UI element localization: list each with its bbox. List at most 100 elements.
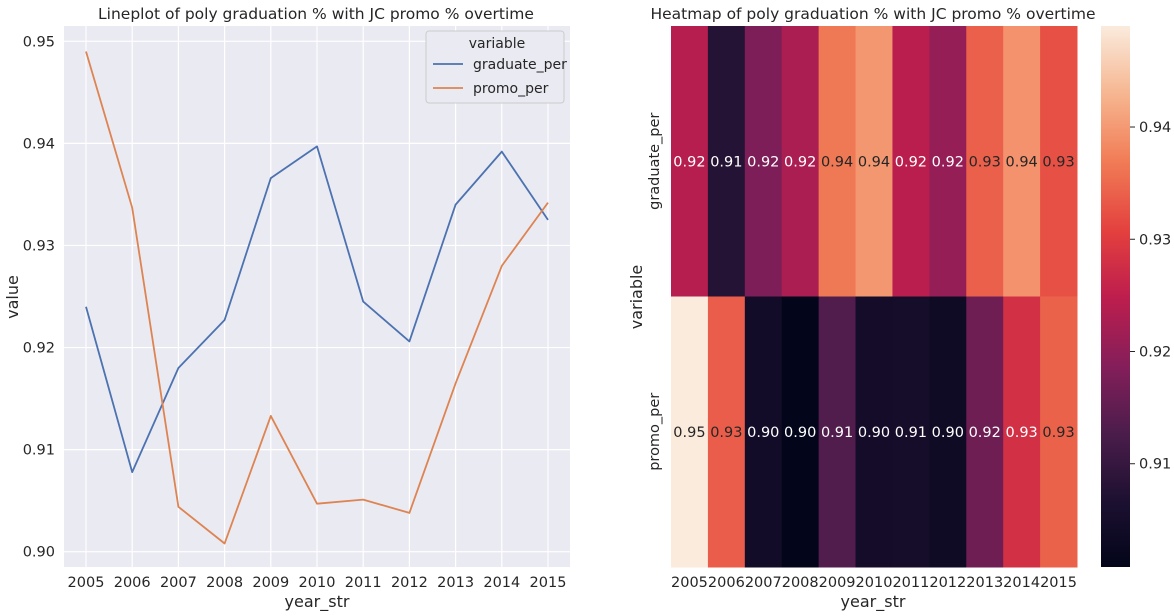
heatmap-x-tick: 2014	[1003, 575, 1040, 591]
heatmap-cell-label: 0.91	[821, 425, 853, 441]
heatmap-cell-label: 0.94	[821, 154, 853, 170]
heatmap-cell-label: 0.92	[969, 425, 1001, 441]
heatmap-title: Heatmap of poly graduation % with JC pro…	[650, 5, 1095, 23]
heatmap-cell-label: 0.93	[969, 154, 1001, 170]
colorbar-tick-label: 0.93	[1139, 232, 1171, 248]
heatmap-x-tick: 2009	[819, 575, 856, 591]
heatmap-cell	[966, 26, 1004, 297]
heatmap-x-tick: 2008	[782, 575, 819, 591]
lineplot-x-tick: 2007	[160, 575, 197, 591]
heatmap-cell	[1040, 296, 1078, 568]
heatmap-cell	[855, 26, 893, 297]
heatmap-cell	[707, 296, 746, 568]
lineplot-x-tick: 2015	[530, 575, 567, 591]
heatmap-cells: 0.92 0.91 0.92 0.92 0.94 0.94 0.92 0.92 0.93 0.94…	[671, 26, 1078, 568]
heatmap-cell	[671, 296, 709, 568]
lineplot-x-tick: 2010	[299, 575, 336, 591]
lineplot-x-tick: 2006	[114, 575, 151, 591]
heatmap-cell	[781, 296, 820, 568]
heatmap-cell	[744, 26, 783, 297]
legend-title: variable	[469, 36, 525, 52]
colorbar-tick-labels: 0.91 0.92 0.93 0.94	[1130, 120, 1171, 473]
heatmap-x-tick: 2005	[671, 575, 708, 591]
lineplot-y-tick: 0.91	[23, 443, 55, 459]
heatmap-cell-label: 0.95	[673, 425, 705, 441]
lineplot-title: Lineplot of poly graduation % with JC pr…	[98, 5, 534, 23]
heatmap-y-tick: graduate_per	[647, 113, 663, 210]
lineplot-legend: variable graduate_per promo_per	[425, 30, 567, 104]
heatmap-x-tick: 2010	[856, 575, 893, 591]
lineplot-x-tick: 2005	[68, 575, 105, 591]
lineplot-series	[85, 51, 549, 545]
legend-box	[425, 30, 565, 104]
heatmap-cell-label: 0.94	[1005, 154, 1037, 170]
heatmap-cell-label: 0.93	[1005, 425, 1037, 441]
lineplot-y-tick: 0.93	[23, 238, 55, 254]
heatmap: Heatmap of poly graduation % with JC pro…	[627, 5, 1171, 612]
heatmap-cell	[744, 296, 783, 568]
heatmap-cell	[671, 26, 709, 297]
heatmap-cell	[1040, 26, 1078, 297]
heatmap-cell-label: 0.90	[747, 425, 779, 441]
lineplot-x-tick-labels: 2005 2006 2007 2008 2009 2010 2011 2012 2013 2014…	[68, 575, 567, 591]
lineplot-x-tick: 2008	[206, 575, 243, 591]
heatmap-cell	[929, 296, 967, 568]
heatmap-cell-label: 0.92	[895, 154, 927, 170]
heatmap-cell	[892, 26, 930, 297]
heatmap-cell	[892, 296, 930, 568]
lineplot-y-tick: 0.90	[23, 545, 55, 561]
heatmap-x-tick: 2006	[708, 575, 745, 591]
heatmap-cell-label: 0.92	[932, 154, 964, 170]
heatmap-cell	[1003, 26, 1041, 297]
lineplot-x-tick: 2009	[252, 575, 289, 591]
colorbar-tick-label: 0.92	[1139, 344, 1171, 360]
lineplot-x-axis-label: year_str	[285, 592, 350, 612]
heatmap-cell-label: 0.90	[932, 425, 964, 441]
heatmap-cell-label: 0.93	[1042, 425, 1074, 441]
heatmap-cell	[1003, 296, 1041, 568]
heatmap-cell-label: 0.92	[784, 154, 816, 170]
colorbar	[1101, 26, 1130, 567]
lineplot-y-axis-label: value	[3, 275, 22, 319]
lineplot-y-tick: 0.95	[23, 34, 55, 50]
lineplot-x-tick: 2014	[483, 575, 520, 591]
heatmap-cell-label: 0.90	[784, 425, 816, 441]
legend-label-promo-per: promo_per	[473, 81, 549, 97]
lineplot-y-tick: 0.94	[23, 136, 55, 152]
lineplot-y-tick: 0.92	[23, 341, 55, 357]
heatmap-x-tick-labels: 2005 2006 2007 2008 2009 2010 2011 2012 2013 2014…	[671, 575, 1077, 591]
lineplot-grid	[64, 26, 570, 567]
heatmap-cell	[818, 26, 857, 297]
heatmap-x-tick: 2012	[929, 575, 966, 591]
lineplot-x-tick: 2013	[437, 575, 474, 591]
heatmap-cell	[818, 296, 857, 568]
heatmap-cell-label: 0.93	[1042, 154, 1074, 170]
heatmap-cell-label: 0.91	[710, 154, 742, 170]
heatmap-cell	[966, 296, 1004, 568]
heatmap-cell-label: 0.93	[710, 425, 742, 441]
heatmap-cell-label: 0.94	[858, 154, 890, 170]
lineplot-x-tick: 2011	[345, 575, 382, 591]
legend-label-graduate-per: graduate_per	[473, 57, 567, 73]
heatmap-x-axis-label: year_str	[841, 592, 906, 612]
colorbar-tick-label: 0.94	[1139, 120, 1171, 136]
heatmap-x-tick: 2015	[1040, 575, 1077, 591]
heatmap-y-axis-label: variable	[627, 265, 646, 330]
lineplot-x-tick: 2012	[391, 575, 428, 591]
heatmap-cell	[855, 296, 893, 568]
heatmap-cell-label: 0.92	[747, 154, 779, 170]
heatmap-cell-label: 0.92	[673, 154, 705, 170]
heatmap-cell-label: 0.91	[895, 425, 927, 441]
heatmap-y-tick: promo_per	[647, 393, 663, 471]
heatmap-cell	[929, 26, 967, 297]
heatmap-x-tick: 2007	[745, 575, 782, 591]
heatmap-cell	[781, 26, 820, 297]
heatmap-y-tick-labels: graduate_per promo_per	[647, 113, 663, 471]
heatmap-x-tick: 2011	[892, 575, 929, 591]
lineplot-y-tick-labels: 0.90 0.91 0.92 0.93 0.94 0.95	[23, 34, 55, 560]
heatmap-cell-label: 0.90	[858, 425, 890, 441]
heatmap-cell	[707, 26, 746, 297]
heatmap-x-tick: 2013	[966, 575, 1003, 591]
colorbar-tick-label: 0.91	[1139, 457, 1171, 473]
